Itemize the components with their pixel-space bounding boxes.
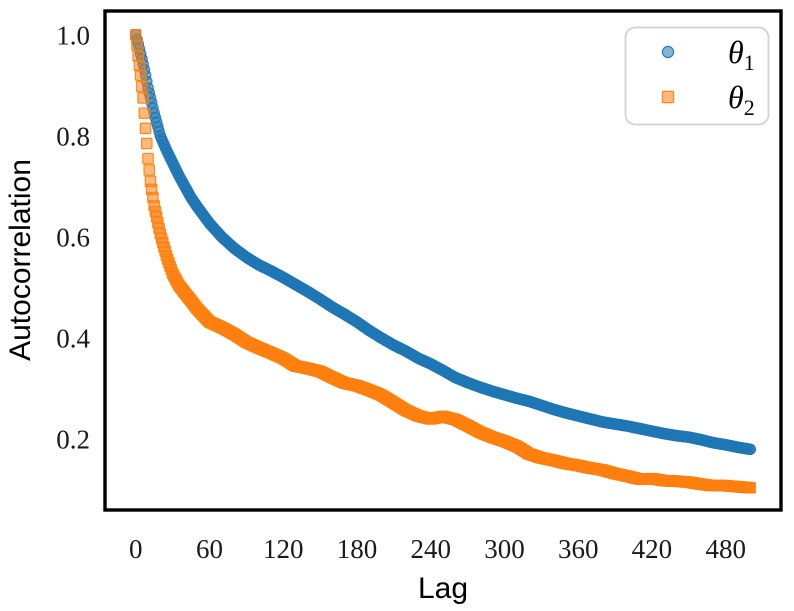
svg-text:420: 420 (632, 534, 673, 564)
legend-marker-theta2-icon (661, 90, 675, 104)
series-theta2 (129, 28, 757, 494)
y-axis-label: Autocorrelation (4, 159, 37, 361)
plot-border (103, 9, 783, 512)
x-axis-label: Lag (418, 572, 468, 605)
series-theta1 (129, 28, 757, 456)
svg-text:0.8: 0.8 (56, 121, 90, 151)
svg-text:0: 0 (129, 534, 143, 564)
svg-text:300: 300 (484, 534, 525, 564)
legend-box (624, 26, 770, 126)
svg-text:0.2: 0.2 (56, 425, 90, 455)
svg-text:180: 180 (337, 534, 378, 564)
y-tick-labels: 1.0 0.8 0.6 0.4 0.2 (56, 20, 90, 454)
svg-text:60: 60 (196, 534, 223, 564)
svg-text:1.0: 1.0 (56, 20, 90, 50)
svg-text:480: 480 (705, 534, 746, 564)
legend: θ1 θ2 (624, 26, 770, 126)
legend-marker-theta1-icon (661, 45, 675, 59)
svg-text:0.4: 0.4 (56, 324, 90, 354)
x-tick-labels: 0 60 120 180 240 300 360 420 480 (129, 534, 746, 564)
svg-text:360: 360 (558, 534, 599, 564)
svg-text:120: 120 (263, 534, 304, 564)
svg-text:240: 240 (410, 534, 451, 564)
svg-text:0.6: 0.6 (56, 223, 90, 253)
